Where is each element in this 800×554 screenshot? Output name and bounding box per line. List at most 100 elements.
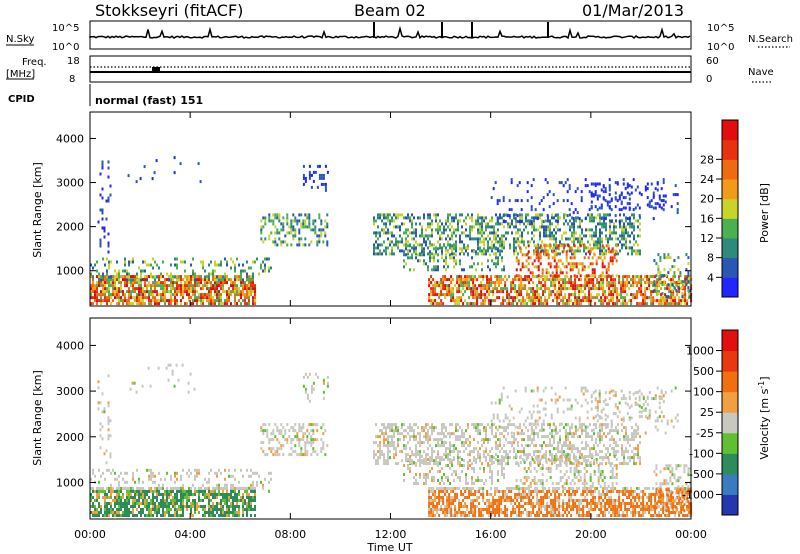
echo-cell: [399, 234, 401, 238]
echo-cell: [431, 243, 433, 247]
echo-cell: [232, 290, 234, 294]
echo-cell: [308, 222, 311, 226]
echo-cell: [576, 302, 579, 306]
echo-cell: [158, 284, 160, 288]
echo-cell: [602, 287, 605, 291]
echo-cell: [168, 302, 170, 306]
echo-cell: [678, 284, 681, 288]
echo-cell: [389, 213, 391, 217]
echo-cell: [377, 216, 379, 220]
echo-cell: [112, 293, 114, 297]
echo-cell: [547, 234, 549, 238]
echo-cell: [164, 290, 166, 294]
echo-cell: [176, 284, 178, 288]
echo-cell: [638, 206, 641, 210]
echo-cell: [621, 234, 623, 238]
echo-cell: [100, 474, 102, 478]
echo-cell: [250, 284, 252, 288]
echo-cell: [250, 499, 252, 502]
echo-cell: [405, 444, 407, 448]
echo-cell: [618, 278, 621, 282]
echo-cell: [606, 296, 609, 300]
echo-cell: [238, 275, 240, 279]
echo-cell: [436, 293, 439, 297]
echo-cell: [393, 441, 395, 445]
echo-cell: [108, 514, 110, 517]
echo-cell: [172, 499, 174, 502]
echo-cell: [393, 423, 395, 427]
echo-cell: [584, 293, 587, 297]
echo-cell: [523, 222, 525, 226]
echo-cell: [194, 281, 196, 285]
echo-cell: [150, 487, 152, 490]
echo-cell: [660, 302, 663, 306]
echo-cell: [178, 499, 180, 502]
echo-cell: [527, 438, 529, 442]
echo-cell: [609, 213, 611, 217]
echo-cell: [174, 502, 176, 505]
echo-cell: [572, 302, 575, 306]
echo-cell: [268, 423, 271, 427]
echo-cell: [557, 222, 559, 226]
echo-cell: [108, 275, 110, 279]
echo-cell: [158, 502, 160, 505]
echo-cell: [304, 387, 307, 391]
echo-cell: [176, 287, 178, 291]
echo-cell: [636, 290, 639, 294]
echo-cell: [383, 432, 385, 436]
echo-cell: [92, 302, 94, 306]
echo-cell: [423, 429, 425, 433]
echo-cell: [120, 290, 122, 294]
echo-cell: [314, 423, 317, 427]
echo-cell: [662, 178, 665, 182]
echo-cell: [515, 213, 517, 217]
echo-cell: [108, 487, 110, 490]
echo-cell: [268, 438, 271, 442]
echo-cell: [134, 502, 136, 505]
echo-cell: [220, 281, 222, 285]
echo-cell: [99, 244, 102, 248]
echo-cell: [222, 511, 224, 514]
echo-cell: [395, 450, 397, 454]
echo-cell: [637, 249, 639, 253]
echo-cell: [672, 299, 675, 303]
echo-cell: [164, 477, 166, 481]
echo-cell: [296, 432, 299, 436]
echo-cell: [124, 502, 126, 505]
echo-cell: [202, 284, 204, 288]
echo-cell: [180, 505, 182, 508]
echo-cell: [274, 243, 277, 247]
echo-cell: [168, 490, 170, 493]
echo-cell: [106, 468, 108, 472]
echo-cell: [306, 375, 309, 379]
echo-cell: [214, 471, 216, 475]
echo-cell: [584, 299, 587, 303]
echo-cell: [178, 290, 180, 294]
echo-cell: [599, 243, 601, 247]
echo-cell: [306, 453, 309, 457]
echo-cell: [226, 514, 228, 517]
echo-cell: [170, 296, 172, 300]
echo-cell: [514, 296, 517, 300]
echo-cell: [324, 234, 327, 238]
echo-cell: [383, 228, 385, 232]
echo-cell: [658, 302, 661, 306]
echo-cell: [469, 441, 471, 445]
echo-cell: [431, 252, 433, 256]
echo-cell: [98, 511, 100, 514]
echo-cell: [684, 278, 687, 282]
echo-cell: [284, 438, 287, 442]
echo-cell: [105, 461, 108, 465]
echo-cell: [142, 293, 144, 297]
echo-cell: [588, 208, 591, 212]
echo-cell: [487, 265, 489, 269]
echo-cell: [552, 281, 555, 285]
echo-cell: [407, 228, 409, 232]
echo-cell: [513, 447, 515, 451]
echo-cell: [481, 219, 483, 223]
echo-cell: [632, 275, 635, 279]
echo-cell: [447, 240, 449, 244]
echo-cell: [140, 496, 142, 499]
echo-cell: [486, 281, 489, 285]
echo-cell: [672, 296, 675, 300]
